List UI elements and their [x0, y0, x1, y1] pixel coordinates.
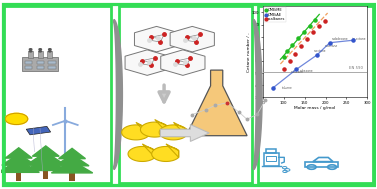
Circle shape	[5, 113, 28, 125]
FancyBboxPatch shape	[48, 61, 55, 64]
Polygon shape	[159, 122, 186, 140]
Polygon shape	[152, 144, 179, 161]
FancyBboxPatch shape	[119, 6, 252, 183]
Polygon shape	[113, 19, 123, 170]
Polygon shape	[2, 154, 36, 165]
Polygon shape	[253, 19, 262, 170]
Polygon shape	[160, 125, 209, 141]
FancyBboxPatch shape	[16, 171, 21, 181]
FancyBboxPatch shape	[25, 66, 32, 70]
FancyBboxPatch shape	[69, 172, 75, 181]
Circle shape	[49, 51, 51, 52]
Polygon shape	[51, 161, 93, 173]
FancyBboxPatch shape	[38, 51, 43, 58]
FancyBboxPatch shape	[25, 61, 32, 64]
FancyBboxPatch shape	[37, 66, 44, 70]
Polygon shape	[125, 50, 169, 75]
FancyBboxPatch shape	[48, 51, 52, 58]
Polygon shape	[5, 148, 32, 158]
Polygon shape	[186, 70, 247, 136]
Circle shape	[39, 49, 41, 50]
Polygon shape	[170, 26, 215, 52]
Polygon shape	[59, 148, 86, 159]
Polygon shape	[128, 144, 155, 161]
FancyBboxPatch shape	[258, 6, 372, 183]
FancyBboxPatch shape	[48, 66, 55, 70]
Polygon shape	[29, 152, 63, 163]
Circle shape	[29, 51, 32, 52]
Polygon shape	[161, 50, 205, 75]
Polygon shape	[135, 26, 179, 52]
FancyBboxPatch shape	[22, 57, 58, 71]
FancyBboxPatch shape	[5, 6, 112, 183]
Polygon shape	[0, 160, 39, 172]
Polygon shape	[141, 119, 167, 137]
Polygon shape	[32, 146, 59, 156]
Circle shape	[39, 51, 41, 52]
FancyBboxPatch shape	[43, 170, 48, 179]
Polygon shape	[25, 158, 66, 170]
Circle shape	[29, 49, 32, 50]
Polygon shape	[26, 126, 51, 135]
Polygon shape	[55, 155, 89, 166]
FancyBboxPatch shape	[28, 51, 33, 58]
FancyBboxPatch shape	[37, 61, 44, 64]
Polygon shape	[122, 122, 149, 140]
Circle shape	[49, 49, 51, 50]
